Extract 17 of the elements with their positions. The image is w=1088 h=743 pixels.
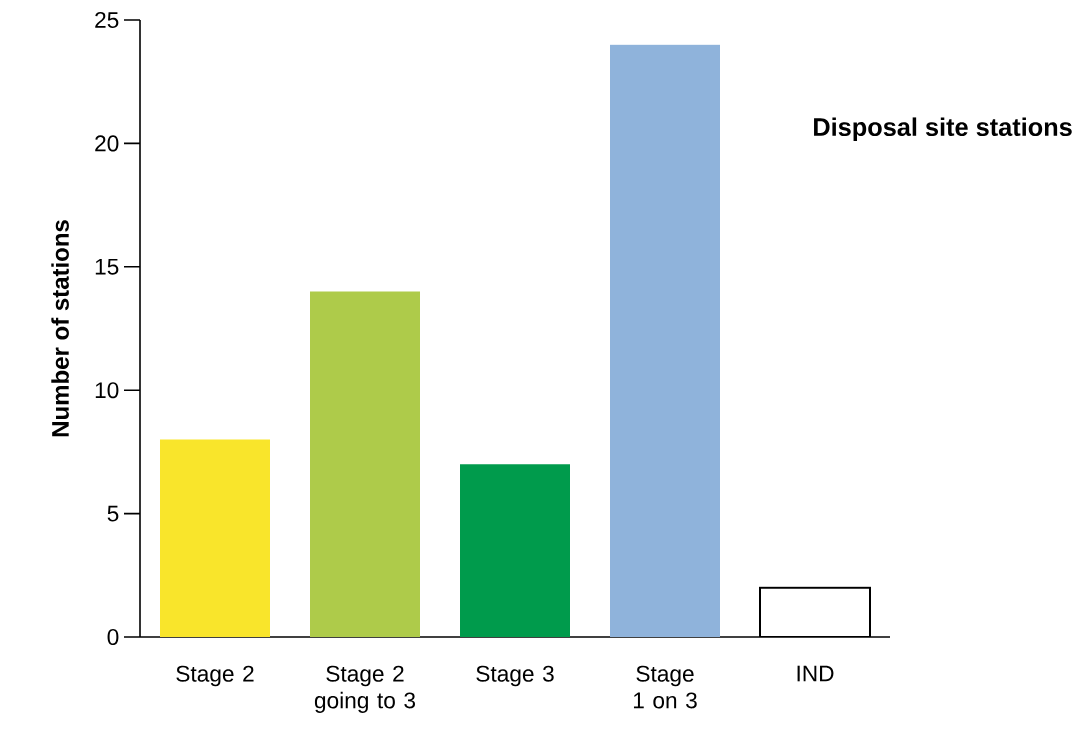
y-tick-label: 25 [95, 11, 119, 29]
bar [460, 464, 571, 637]
y-tick-label: 15 [95, 258, 119, 275]
y-tick-label: 20 [95, 135, 119, 152]
x-tick-label: Stage 3 [476, 665, 554, 687]
x-tick-label: IND [797, 665, 834, 682]
text: Disposal site stations [814, 117, 1072, 142]
y-tick-label: 5 [107, 505, 119, 522]
bar [160, 439, 271, 637]
bar [610, 44, 721, 637]
y-tick-label: 10 [95, 382, 119, 399]
x-tick-label: Stage 2 going to 3 [314, 665, 416, 713]
x-tick-label: Stage 2 [176, 665, 254, 687]
y-tick-label: 0 [107, 628, 119, 646]
bar [310, 291, 420, 637]
x-tick-label: Stage 1 on 3 [633, 665, 697, 709]
y-axis-title: Number of stations [51, 220, 69, 437]
